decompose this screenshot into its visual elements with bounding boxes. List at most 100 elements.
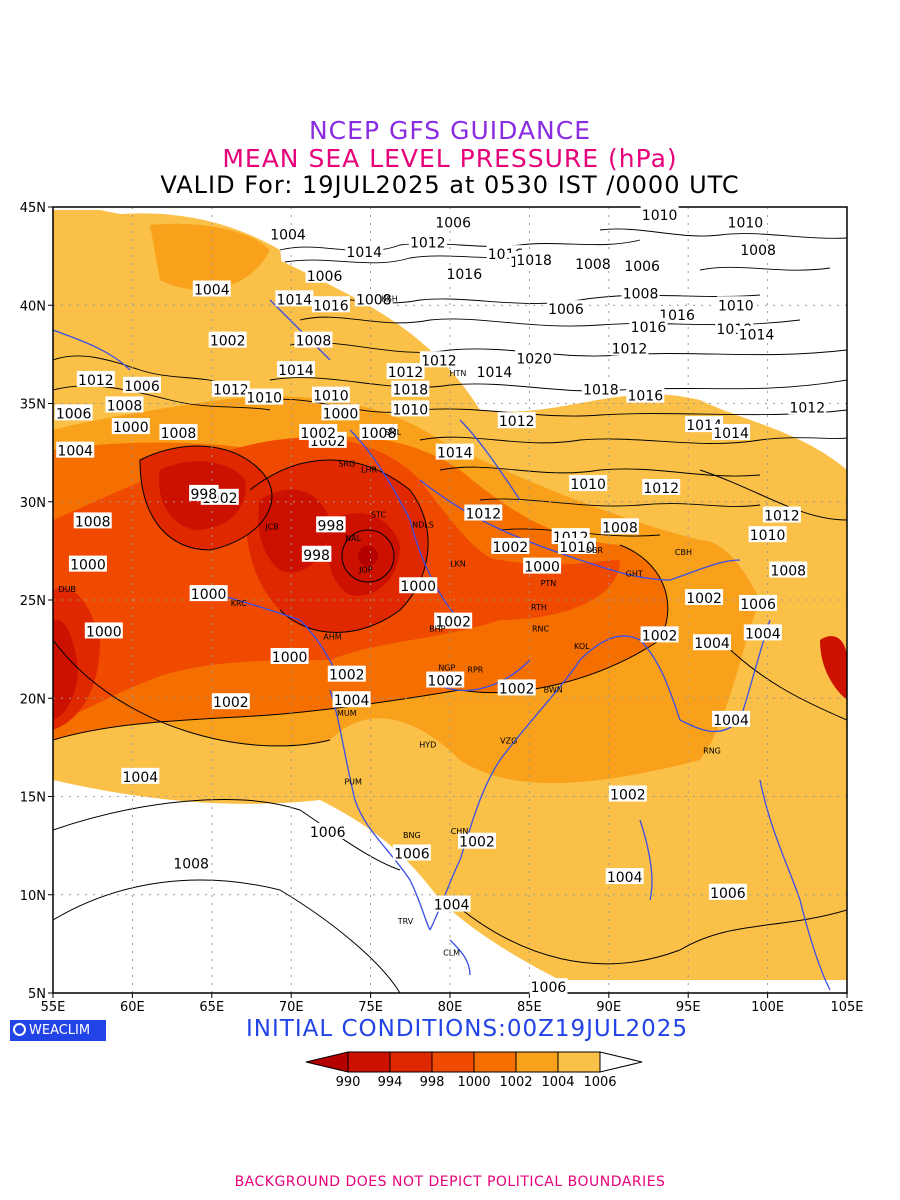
city-code: JCB: [264, 522, 278, 531]
legend-swatch: [431, 1051, 475, 1073]
city-code: KRC: [231, 599, 247, 608]
lon-label: 55E: [41, 1000, 66, 1015]
lon-label: 75E: [358, 1000, 383, 1015]
city-code: LKN: [450, 560, 466, 569]
lon-label: 65E: [199, 1000, 224, 1015]
isobar-label: 1012: [466, 507, 502, 523]
isobar-label: 1006: [310, 825, 346, 841]
city-code: RPR: [467, 666, 483, 675]
isobar-label: 1008: [75, 514, 111, 530]
brand-label: WEACLIM: [29, 1023, 91, 1038]
lon-label: 90E: [596, 1000, 621, 1015]
isobar-label: 1000: [86, 624, 122, 640]
city-labels: KSH HTN SRG LHR SML STC NDLS JCB NAL JOP LKN PTN GHT…: [59, 294, 721, 957]
isobar-label: 1016: [446, 267, 482, 283]
lon-label: 60E: [120, 1000, 145, 1015]
lat-label: 40N: [20, 299, 46, 314]
isobar-label: 1006: [124, 379, 160, 395]
isobar-label: 1006: [740, 597, 776, 613]
isobar-label: 1008: [575, 257, 611, 273]
lon-label: 105E: [830, 1000, 863, 1015]
city-code: GHT: [626, 569, 643, 578]
isobar-label: 998: [303, 548, 330, 564]
city-code: SML: [385, 428, 402, 437]
lon-label: 100E: [751, 1000, 784, 1015]
legend-tick: 994: [378, 1075, 403, 1090]
city-code: NAL: [345, 534, 361, 543]
city-code: NGP: [438, 664, 455, 673]
isobar-label: 1012: [388, 365, 424, 381]
city-code: MUM: [337, 709, 357, 718]
isobar-label: 1000: [191, 587, 227, 603]
city-code: BWN: [544, 685, 563, 694]
isobar-label: 1002: [210, 334, 246, 350]
isobar-label: 1002: [427, 674, 463, 690]
legend-swatch: [347, 1051, 391, 1073]
city-code: HYD: [419, 740, 436, 749]
isobar-label: 1008: [740, 243, 776, 259]
isobar-label: 1010: [642, 208, 678, 224]
isobar-label: 1016: [628, 389, 664, 405]
isobar-label: 1014: [437, 446, 473, 462]
isobar-label: 1002: [435, 615, 471, 631]
isobar-label: 1004: [745, 626, 781, 642]
legend-tick: 1000: [457, 1075, 490, 1090]
isobar-label: 1008: [602, 520, 638, 536]
legend-swatch: [389, 1051, 433, 1073]
legend-tick: 1004: [541, 1075, 574, 1090]
isobar-label: 1004: [123, 770, 159, 786]
isobar-label: 1020: [516, 351, 552, 367]
lat-label: 10N: [20, 889, 46, 904]
isobar-label: 1000: [272, 650, 308, 666]
isobar-label: 1018: [392, 383, 428, 399]
isobar-label: 1018: [516, 253, 552, 269]
isobar-label: 1004: [57, 444, 93, 460]
isobar-label: 1000: [70, 558, 106, 574]
isobar-label: 1010: [246, 391, 282, 407]
isobar-label: 1008: [161, 426, 197, 442]
legend-swatch: [473, 1051, 517, 1073]
isobar-label: 1008: [296, 334, 332, 350]
isobar-label: 1012: [499, 414, 535, 430]
axis-ticks: [48, 206, 848, 998]
isobar-label: 1006: [624, 259, 660, 275]
isobar-label: 1002: [499, 681, 535, 697]
city-code: DBR: [586, 546, 604, 555]
isobar-label: 1004: [194, 283, 230, 299]
isobar-label: 1004: [607, 870, 643, 886]
weaclim-logo: WEACLIM: [10, 1020, 106, 1041]
isobar-label: 1012: [421, 353, 457, 369]
city-code: PUM: [344, 778, 362, 787]
city-code: JOP: [358, 565, 373, 574]
isobar-label: 1002: [686, 591, 722, 607]
isobar-label: 1016: [313, 298, 349, 314]
isobar-label: 1002: [329, 668, 365, 684]
isobar-label: 1008: [623, 286, 659, 302]
lat-label: 45N: [20, 201, 46, 216]
isobar-label: 1002: [493, 540, 529, 556]
city-code: AHM: [323, 632, 341, 641]
isobar-label: 1008: [356, 292, 392, 308]
isobar-label: 1002: [300, 426, 336, 442]
city-code: CLM: [443, 949, 460, 958]
isobar-label: 1014: [278, 363, 314, 379]
isobar-label: 1012: [612, 341, 648, 357]
isobar-label: 1006: [307, 269, 343, 285]
isobar-label: 1010: [570, 477, 606, 493]
lat-label: 15N: [20, 791, 46, 806]
pressure-map: 45N 40N 35N 30N 25N 20N 15N 10N 5N 55E 60E 65E 70E 7…: [20, 201, 864, 1090]
legend-tick: 990: [336, 1075, 361, 1090]
lon-axis-labels: 55E 60E 65E 70E 75E 80E 85E 90E 95E 100E 105E: [41, 1000, 864, 1015]
city-code: RNC: [532, 624, 550, 633]
isobar-label: 1002: [642, 628, 678, 644]
city-code: CBH: [675, 548, 692, 557]
city-code: KSH: [381, 294, 397, 303]
lon-label: 80E: [438, 1000, 463, 1015]
isobar-label: 1012: [764, 509, 800, 525]
lon-label: 70E: [279, 1000, 304, 1015]
isobar-label: 1008: [770, 564, 806, 580]
isobar-label: 1016: [631, 320, 667, 336]
isobar-label: 1004: [334, 693, 370, 709]
lat-label: 20N: [20, 692, 46, 707]
isobar-label: 998: [190, 487, 217, 503]
